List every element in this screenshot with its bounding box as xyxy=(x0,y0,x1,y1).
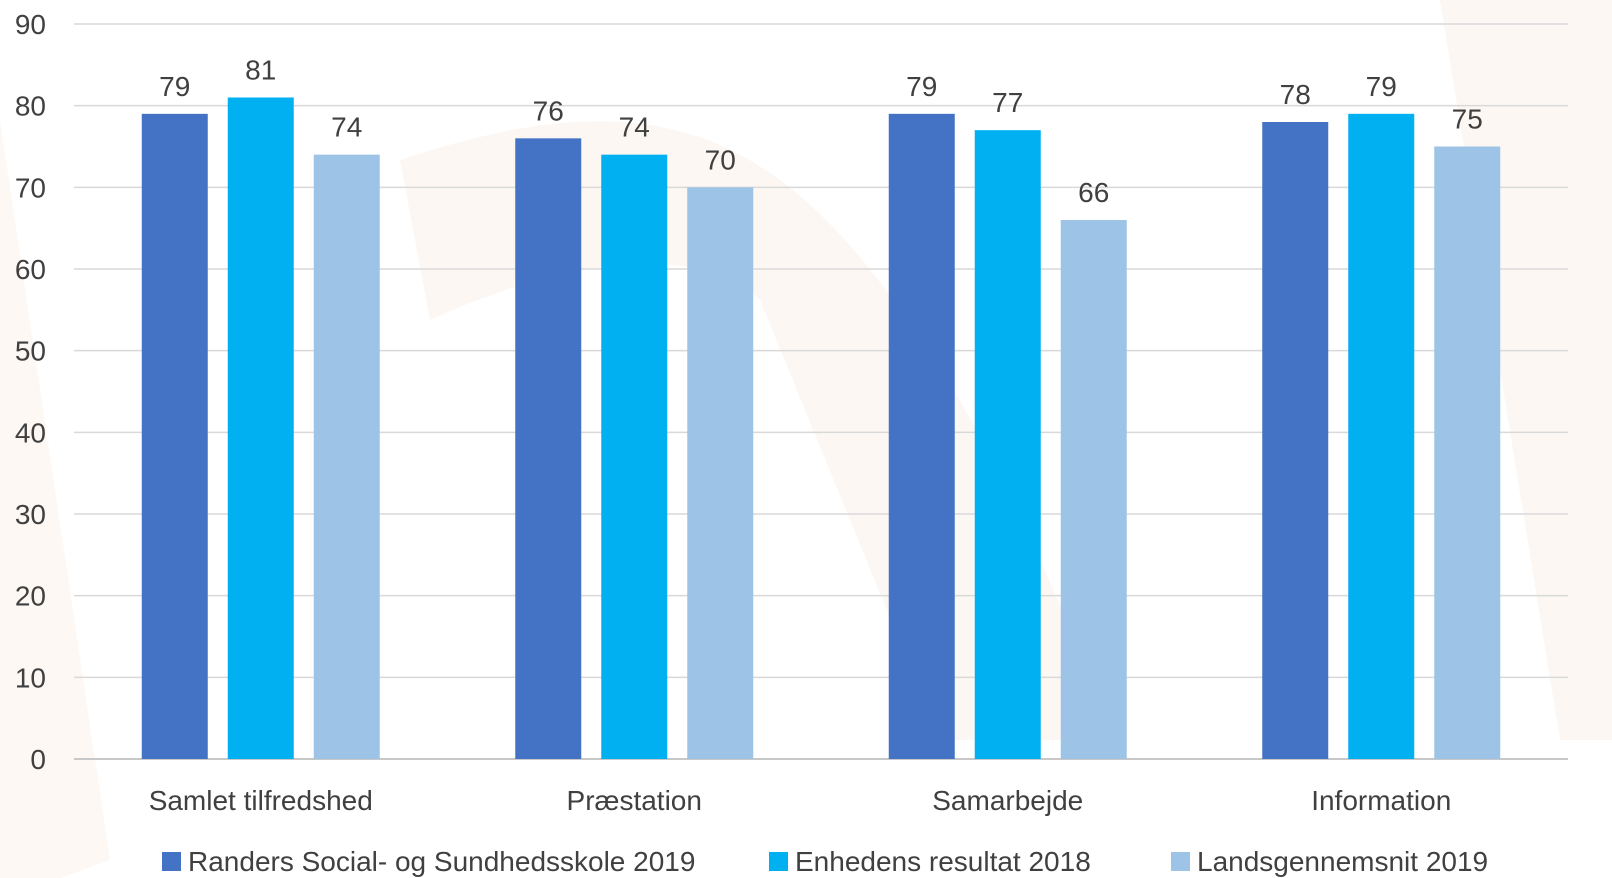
y-tick-label: 90 xyxy=(15,9,46,40)
y-tick-label: 20 xyxy=(15,581,46,612)
y-tick-label: 40 xyxy=(15,417,46,448)
y-tick-label: 80 xyxy=(15,91,46,122)
legend-swatch xyxy=(162,852,181,871)
category-label: Præstation xyxy=(567,785,702,816)
legend-swatch xyxy=(1171,852,1190,871)
legend: Randers Social- og Sundhedsskole 2019 Enh… xyxy=(162,846,1488,877)
data-labels: 79 81 74 76 74 70 79 77 66 78 79 75 xyxy=(159,55,1483,209)
y-tick-label: 50 xyxy=(15,336,46,367)
bars xyxy=(141,97,1501,760)
data-label: 70 xyxy=(705,144,736,175)
bar-1-2 xyxy=(687,187,754,760)
legend-label: Randers Social- og Sundhedsskole 2019 xyxy=(188,846,695,877)
data-label: 66 xyxy=(1078,177,1109,208)
x-axis-categories: Samlet tilfredshed Præstation Samarbejde In… xyxy=(149,785,1452,816)
bar-1-1 xyxy=(601,154,668,759)
bar-3-0 xyxy=(1262,122,1329,759)
y-axis-ticks: 0 10 20 30 40 50 60 70 80 90 xyxy=(15,9,46,775)
data-label: 74 xyxy=(619,112,650,143)
bar-2-0 xyxy=(888,113,955,760)
data-label: 79 xyxy=(906,71,937,102)
y-tick-label: 10 xyxy=(15,662,46,693)
bar-1-0 xyxy=(515,138,582,760)
bar-0-1 xyxy=(227,97,294,759)
y-tick-label: 60 xyxy=(15,254,46,285)
data-label: 76 xyxy=(533,95,564,126)
y-tick-label: 70 xyxy=(15,172,46,203)
data-label: 81 xyxy=(245,55,276,86)
data-label: 75 xyxy=(1452,104,1483,135)
legend-label: Landsgennemsnit 2019 xyxy=(1197,846,1488,877)
data-label: 77 xyxy=(992,87,1023,118)
data-label: 78 xyxy=(1280,79,1311,110)
bar-2-2 xyxy=(1060,220,1127,759)
data-label: 74 xyxy=(331,112,362,143)
category-label: Information xyxy=(1311,785,1451,816)
bar-0-0 xyxy=(141,113,208,760)
data-label: 79 xyxy=(1366,71,1397,102)
category-label: Samlet tilfredshed xyxy=(149,785,373,816)
bar-0-2 xyxy=(313,154,380,759)
y-tick-label: 0 xyxy=(30,744,46,775)
bar-3-1 xyxy=(1348,113,1415,760)
bar-2-1 xyxy=(974,130,1041,759)
y-tick-label: 30 xyxy=(15,499,46,530)
data-label: 79 xyxy=(159,71,190,102)
category-label: Samarbejde xyxy=(932,785,1083,816)
bar-3-2 xyxy=(1434,146,1501,759)
legend-label: Enhedens resultat 2018 xyxy=(795,846,1091,877)
legend-swatch xyxy=(769,852,788,871)
